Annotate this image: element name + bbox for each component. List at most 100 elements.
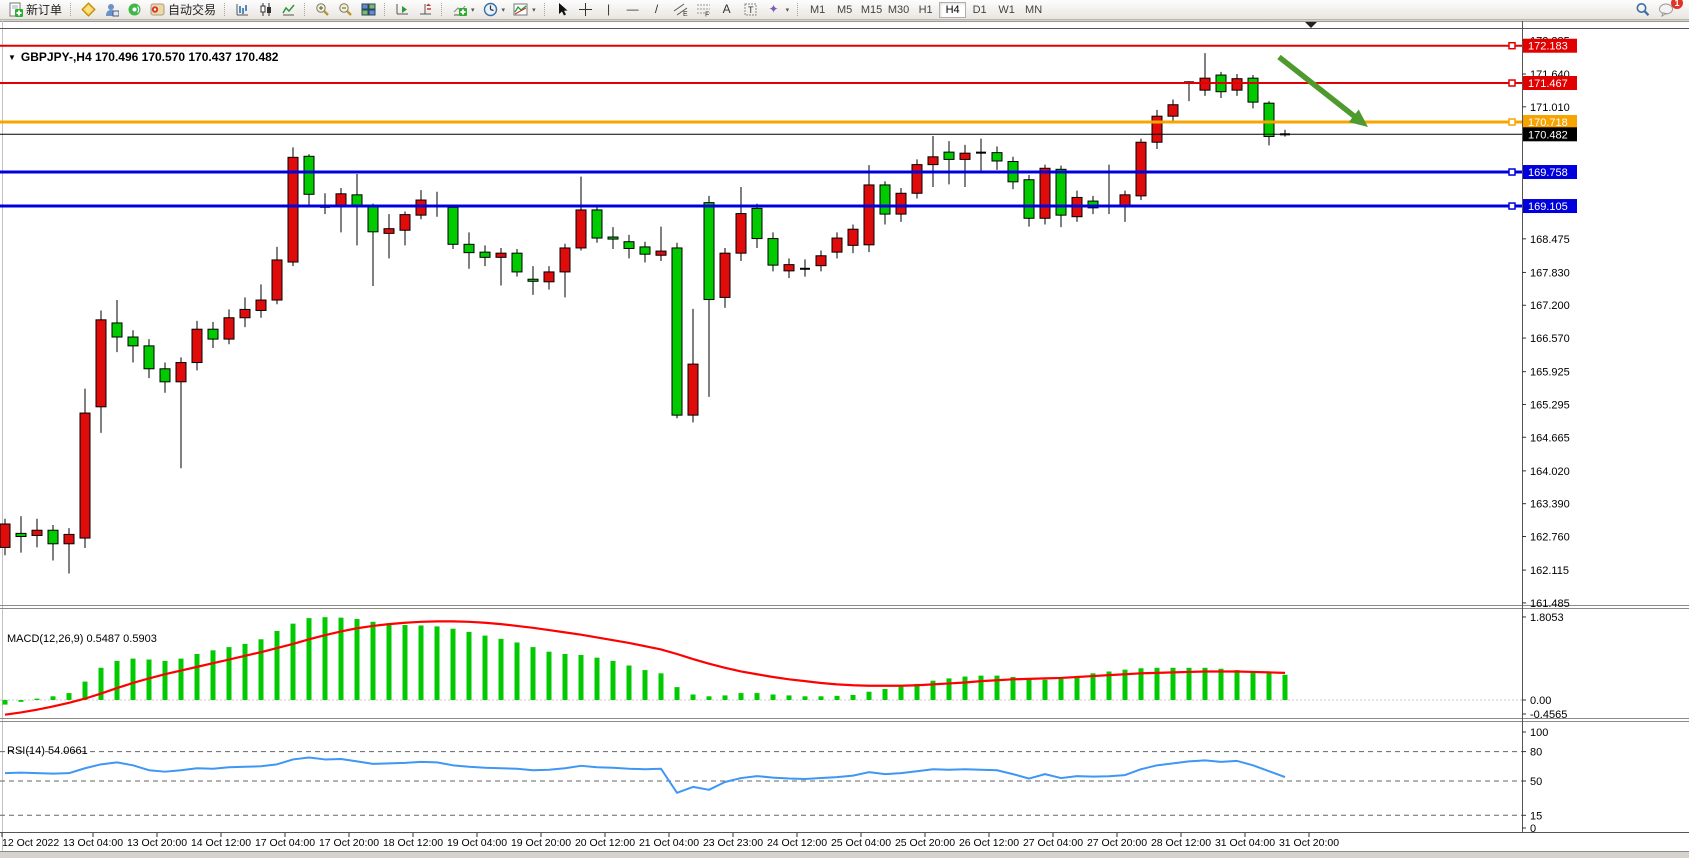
rsi-line	[4, 756, 1286, 794]
macd-bar	[434, 626, 440, 700]
price-line-handle[interactable]	[1508, 168, 1516, 176]
chart-canvas[interactable]: 172.285171.640171.010168.475167.830167.2…	[0, 21, 1689, 858]
macd-bar	[1042, 679, 1048, 700]
macd-bar	[1202, 667, 1208, 700]
candle-body	[191, 328, 203, 364]
dropdown-arrow-icon: ▾	[785, 6, 790, 14]
trendline-tool-button[interactable]: /	[645, 1, 669, 19]
rsi-tick-label: 0	[1530, 823, 1536, 835]
tf-M5[interactable]: M5	[836, 3, 853, 16]
chart-shift-marker[interactable]	[1305, 22, 1317, 28]
price-line-handle[interactable]	[1508, 118, 1516, 126]
annotation-arrow[interactable]	[1277, 54, 1356, 119]
price-tick-label: 163.390	[1530, 499, 1570, 511]
profile-button[interactable]	[100, 1, 123, 19]
vertical-line-tool-button[interactable]: |	[597, 1, 621, 19]
candle-body	[591, 209, 603, 239]
macd-bar	[290, 623, 296, 700]
candle-body	[399, 214, 411, 231]
tf-M15[interactable]: M15	[860, 3, 883, 16]
templates-button[interactable]: ▾	[509, 1, 540, 19]
periods-button[interactable]: ▾	[479, 1, 510, 19]
macd-bar	[514, 642, 520, 700]
chart-title: ▼ GBPJPY-,H4 170.496 170.570 170.437 170…	[8, 50, 278, 64]
candle-body	[495, 252, 507, 258]
time-label: 13 Oct 04:00	[63, 837, 123, 849]
macd-bar	[1234, 670, 1240, 700]
candle-body	[1151, 115, 1163, 143]
channel-tool-button[interactable]: E	[669, 1, 692, 19]
fibonacci-tool-button[interactable]: F	[692, 1, 715, 19]
macd-bar	[930, 680, 936, 700]
crosshair-tool-button[interactable]	[574, 1, 597, 19]
candle-body	[959, 152, 971, 160]
price-line-handle[interactable]	[1508, 41, 1516, 50]
price-label-text: 172.183	[1528, 41, 1568, 53]
candlestick-chart-button[interactable]	[254, 1, 277, 19]
toolbar-grip	[384, 3, 387, 16]
candle-body	[447, 206, 459, 245]
text-tool-button[interactable]: A	[715, 1, 739, 19]
tf-W1[interactable]: W1	[998, 3, 1015, 16]
macd-bar	[450, 628, 456, 700]
macd-bar	[1090, 673, 1096, 700]
candle-body	[559, 247, 571, 273]
zoom-in-button[interactable]	[311, 1, 334, 19]
cursor-tool-button[interactable]	[551, 1, 574, 19]
macd-bar	[1282, 674, 1288, 700]
price-tick-label: 165.295	[1530, 399, 1570, 411]
price-label-text: 169.758	[1528, 167, 1568, 179]
new-order-button[interactable]: 新订单	[4, 1, 66, 19]
candle-body	[1023, 179, 1035, 219]
autotrade-button[interactable]: 自动交易	[146, 1, 220, 19]
tf-MN[interactable]: MN	[1025, 3, 1043, 16]
time-label: 14 Oct 12:00	[191, 837, 251, 849]
signals-button[interactable]	[123, 1, 146, 19]
horizontal-line-icon: —	[626, 2, 639, 16]
tf-D1[interactable]: D1	[972, 3, 987, 16]
zoom-out-button[interactable]	[334, 1, 357, 19]
chat-button[interactable]: 1	[1654, 0, 1683, 19]
macd-bar	[818, 696, 824, 700]
price-tick-label: 165.925	[1530, 367, 1570, 379]
tf-H4[interactable]: H4	[939, 1, 967, 18]
price-axis[interactable]	[1522, 21, 1689, 833]
signals-icon	[127, 2, 142, 17]
candle-body	[735, 213, 747, 254]
macd-bar	[1058, 678, 1064, 700]
price-line-handle[interactable]	[1508, 79, 1516, 87]
candle-body	[15, 532, 27, 537]
indicators-button[interactable]: ▾	[448, 1, 479, 19]
macd-bar	[1122, 669, 1128, 700]
chart-collapse-icon[interactable]: ▼	[8, 52, 16, 62]
time-label: 21 Oct 04:00	[639, 837, 699, 849]
tf-H1[interactable]: H1	[918, 3, 933, 16]
candle-body	[271, 259, 283, 301]
arrows-tool-button[interactable]: ✦ ▾	[762, 1, 794, 19]
candle-body	[207, 328, 219, 340]
macd-bar	[418, 625, 424, 700]
tile-windows-button[interactable]	[357, 1, 380, 19]
auto-scroll-button[interactable]	[391, 1, 414, 19]
price-tick-label: 167.830	[1530, 267, 1570, 279]
tf-M30[interactable]: M30	[887, 3, 910, 16]
chart-shift-button[interactable]	[414, 1, 437, 19]
metaeditor-button[interactable]	[77, 1, 100, 19]
price-line-handle[interactable]	[1508, 202, 1516, 210]
horizontal-line-tool-button[interactable]: —	[621, 1, 645, 19]
candle-body	[479, 251, 491, 258]
candle-body	[175, 362, 187, 383]
macd-bar	[194, 654, 200, 700]
bar-chart-button[interactable]	[231, 1, 254, 19]
line-chart-button[interactable]	[277, 1, 300, 19]
candle-body	[335, 193, 347, 207]
candle-body	[863, 184, 875, 246]
text-label-tool-button[interactable]: T	[739, 1, 762, 19]
macd-indicator-label: MACD(12,26,9) 0.5487 0.5903	[7, 633, 157, 645]
candle-body	[79, 412, 91, 539]
search-button[interactable]	[1631, 1, 1654, 19]
text-icon: A	[722, 2, 731, 16]
macd-bar	[1154, 667, 1160, 700]
time-axis[interactable]	[0, 833, 1522, 851]
tf-M1[interactable]: M1	[809, 3, 826, 16]
